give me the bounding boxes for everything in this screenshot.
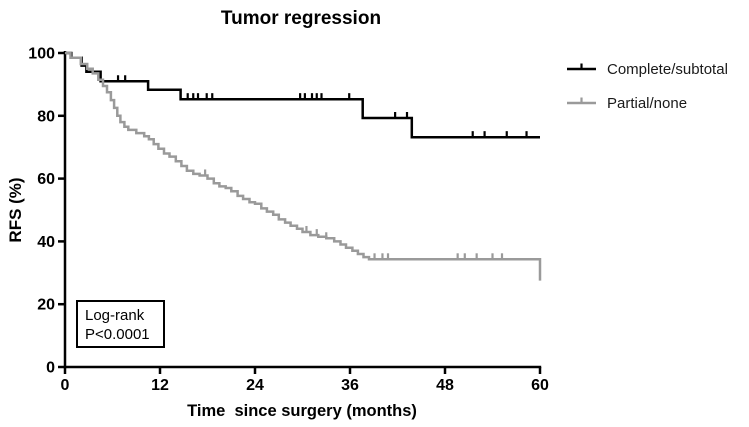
- y-tick-label: 80: [37, 108, 55, 125]
- y-tick-label: 100: [28, 46, 55, 63]
- x-tick-label: 0: [61, 377, 70, 394]
- x-tick-label: 48: [436, 377, 454, 394]
- y-tick-label: 60: [37, 171, 55, 188]
- km-curve-complete-subtotal: [65, 51, 540, 139]
- y-tick-label: 0: [46, 360, 55, 377]
- legend-item-complete-subtotal: Complete/subtotal: [567, 61, 728, 78]
- axes: [63, 51, 542, 369]
- legend-label-complete-subtotal: Complete/subtotal: [607, 61, 728, 78]
- axis-ticks: [58, 51, 542, 374]
- logrank-box: [76, 300, 165, 348]
- x-axis-label: Time since surgery (months): [187, 402, 417, 420]
- km-curve-partial-none: [65, 51, 542, 281]
- axis-tick-labels: 0 20 40 60 80 100 0 12 24 36 48 60: [28, 46, 549, 395]
- x-tick-label: 24: [246, 377, 264, 394]
- legend: Complete/subtotal Partial/none: [567, 61, 728, 112]
- x-tick-label: 12: [151, 377, 169, 394]
- y-axis-label: RFS (%): [6, 177, 25, 242]
- y-tick-label: 20: [37, 297, 55, 314]
- logrank-test-label: Log-rank: [85, 307, 145, 324]
- censor-marks: [116, 75, 528, 261]
- x-tick-label: 36: [341, 377, 359, 394]
- logrank-pvalue: P<0.0001: [85, 326, 150, 343]
- legend-item-partial-none: Partial/none: [567, 95, 687, 112]
- chart-title: Tumor regression: [221, 8, 381, 29]
- survival-curves: [65, 51, 542, 281]
- y-tick-label: 40: [37, 234, 55, 251]
- legend-label-partial-none: Partial/none: [607, 95, 687, 112]
- logrank-annotation: Log-rank P<0.0001: [76, 300, 165, 348]
- x-tick-label: 60: [531, 377, 549, 394]
